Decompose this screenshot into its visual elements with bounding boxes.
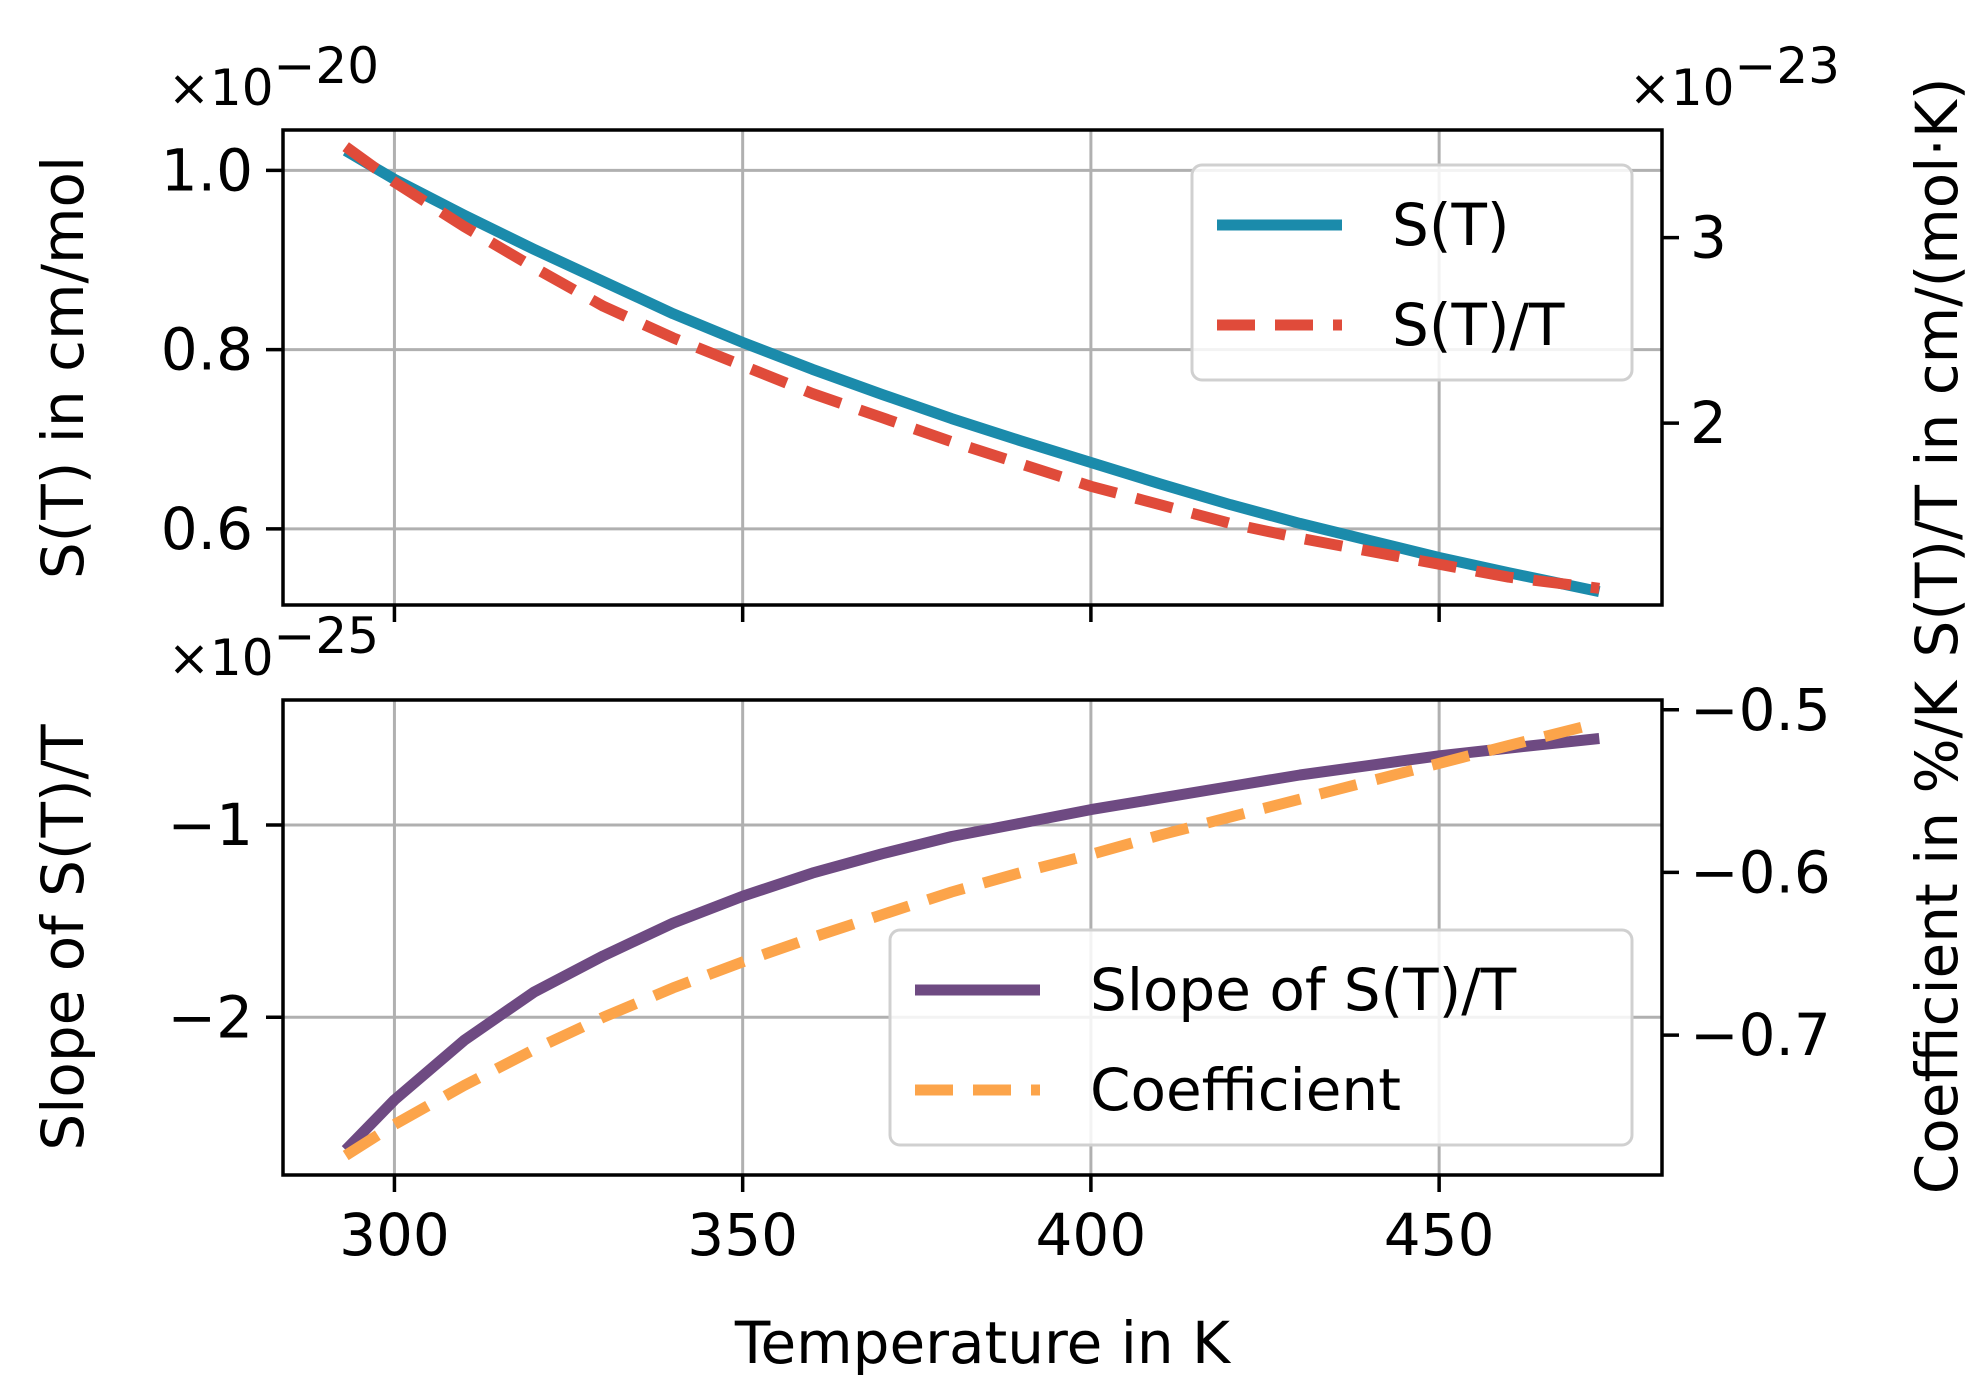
x-axis-label: Temperature in K	[734, 1309, 1232, 1377]
x-tick-label: 300	[339, 1201, 450, 1269]
left-y-tick-label: 1.0	[161, 136, 253, 204]
left-y-tick-label: −2	[168, 983, 254, 1051]
bottom-panel: 300 350 400 450 −2 −1 −0.7 −0.6 −0.5 ×10−25 Slope …	[29, 607, 1971, 1377]
x-tick-label: 450	[1384, 1201, 1495, 1269]
left-axis-multiplier: ×10−25	[168, 607, 379, 687]
right-y-tick-label: 2	[1690, 389, 1727, 457]
legend-label: Slope of S(T)/T	[1090, 956, 1517, 1024]
series-line-s-t-t	[342, 142, 1600, 594]
left-y-tick-label: 0.6	[161, 495, 253, 563]
legend-frame	[888, 928, 1634, 1147]
right-axis-multiplier: ×10−23	[1629, 37, 1840, 117]
legend-label: S(T)/T	[1392, 291, 1565, 359]
right-y-axis-label: Coefficient in %/K	[1903, 679, 1971, 1194]
series-line-slope-of-s-t-t	[341, 733, 1600, 1154]
top-plot-frame	[281, 128, 1664, 607]
right-y-tick-label: −0.6	[1690, 838, 1831, 906]
right-y-tick-label: −0.5	[1690, 676, 1831, 744]
left-y-tick-label: −1	[168, 791, 254, 859]
right-y-tick-label: −0.7	[1690, 1001, 1831, 1069]
left-y-axis-label: S(T) in cm/mol	[29, 156, 97, 579]
x-tick-label: 350	[687, 1201, 798, 1269]
left-y-axis-label: Slope of S(T)/T	[29, 724, 97, 1151]
legend-label: Coefficient	[1090, 1056, 1401, 1124]
right-y-axis-label: S(T)/T in cm/(mol·K)	[1903, 78, 1971, 658]
bottom-legend: Slope of S(T)/T Coefficient	[888, 928, 1634, 1147]
series-line-coefficient	[342, 717, 1601, 1161]
series-line-s-t	[342, 145, 1601, 597]
top-legend: S(T) S(T)/T	[1190, 163, 1634, 382]
left-y-tick-label: 0.8	[161, 316, 253, 384]
top-panel: 0.6 0.8 1.0 2 3 ×10−20 ×10−23 S(T) in cm/mol S(T…	[29, 37, 1971, 657]
left-axis-multiplier: ×10−20	[168, 37, 379, 117]
right-y-tick-label: 3	[1690, 204, 1727, 272]
x-tick-label: 400	[1036, 1201, 1147, 1269]
legend-label: S(T)	[1392, 191, 1510, 259]
bottom-plot-frame	[281, 698, 1664, 1177]
